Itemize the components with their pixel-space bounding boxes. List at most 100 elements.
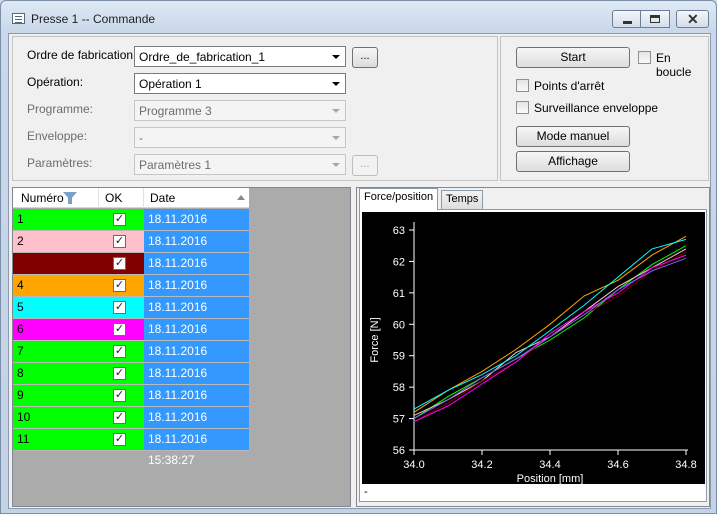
chevron-down-icon: [332, 82, 340, 86]
x-axis-label: Position [mm]: [517, 473, 584, 484]
column-header-ok[interactable]: OK: [99, 188, 144, 208]
start-button[interactable]: Start: [516, 47, 630, 68]
maximize-icon: [650, 15, 660, 23]
title-bar[interactable]: Presse 1 -- Commande ✕: [1, 1, 716, 33]
close-button[interactable]: ✕: [676, 10, 709, 28]
row-ok: ✓: [99, 297, 144, 318]
row-numero: 3: [13, 253, 99, 274]
points-arret-checkbox[interactable]: [516, 79, 529, 92]
parametres-label: Paramètres:: [27, 156, 93, 170]
table-row[interactable]: 8 ✓ 18.11.2016 15:38:11: [13, 363, 249, 401]
enveloppe-combo[interactable]: -: [134, 127, 346, 148]
row-ok-checkbox[interactable]: ✓: [113, 433, 126, 446]
row-ok-checkbox[interactable]: ✓: [113, 301, 126, 314]
ordre-value: Ordre_de_fabrication_1: [139, 50, 266, 64]
series-line-7: [413, 257, 687, 420]
close-icon: ✕: [687, 11, 699, 27]
tab-content: 56 57 58 59 60 61 62 63 34.0 34.2 34.4 34.6 34.8 Posi…: [359, 209, 707, 502]
table-row[interactable]: 7 ✓ 18.11.2016 15:38:06: [13, 341, 249, 379]
row-ok-checkbox[interactable]: ✓: [113, 257, 126, 270]
enveloppe-value: -: [139, 131, 143, 145]
operation-label: Opération:: [27, 75, 84, 89]
column-header-date[interactable]: Date: [144, 188, 249, 208]
client-area: Ordre de fabrication: Ordre_de_fabricati…: [8, 33, 711, 509]
parametres-combo[interactable]: Paramètres 1: [134, 154, 346, 175]
table-row[interactable]: 9 ✓ 18.11.2016 15:38:17: [13, 385, 249, 423]
window-title: Presse 1 -- Commande: [31, 12, 156, 26]
row-date: 18.11.2016 15:33:50: [144, 297, 249, 335]
row-ok: ✓: [99, 209, 144, 230]
table-row[interactable]: 2 ✓ 18.11.2016 15:33:19: [13, 231, 249, 269]
sort-ascending-icon: [237, 195, 245, 200]
force-position-chart: 56 57 58 59 60 61 62 63 34.0 34.2 34.4 34.6 34.8 Posi…: [362, 212, 705, 485]
surveillance-checkbox[interactable]: [516, 101, 529, 114]
tab-temps[interactable]: Temps: [441, 190, 484, 209]
en-boucle-checkbox[interactable]: [638, 51, 651, 64]
row-ok: ✓: [99, 363, 144, 384]
column-header-numero[interactable]: Numéro: [13, 188, 99, 208]
table-row[interactable]: 1 ✓ 18.11.2016 15:33:13: [13, 209, 249, 247]
row-numero: 2: [13, 231, 99, 252]
row-ok: ✓: [99, 275, 144, 296]
operation-value: Opération 1: [139, 77, 202, 91]
y-tick-label: 57: [393, 414, 405, 426]
row-numero: 8: [13, 363, 99, 384]
row-ok: ✓: [99, 319, 144, 340]
chart-panel: Force/position Temps 56 57 58 59 60 61 62 63 34.…: [356, 187, 710, 507]
table-row[interactable]: 6 ✓ 18.11.2016 15:33:55: [13, 319, 249, 357]
ordre-browse-button[interactable]: ...: [352, 47, 378, 68]
row-ok-checkbox[interactable]: ✓: [113, 411, 126, 424]
row-ok-checkbox[interactable]: ✓: [113, 213, 126, 226]
row-ok-checkbox[interactable]: ✓: [113, 279, 126, 292]
operation-combo[interactable]: Opération 1: [134, 73, 346, 94]
y-tick-label: 62: [393, 256, 405, 268]
run-controls-panel: Start En boucle Points d'arrêt Surveilla…: [500, 36, 709, 181]
programme-combo[interactable]: Programme 3: [134, 100, 346, 121]
row-ok: ✓: [99, 385, 144, 406]
maximize-button[interactable]: [641, 10, 670, 28]
series-line-1: [413, 245, 687, 420]
row-ok-checkbox[interactable]: ✓: [113, 367, 126, 380]
row-numero: 9: [13, 385, 99, 406]
table-row[interactable]: 3 ✓ 18.11.2016 15:33:25: [13, 253, 249, 291]
status-text: -: [364, 486, 368, 498]
y-tick-label: 59: [393, 351, 405, 363]
ordre-combo[interactable]: Ordre_de_fabrication_1: [134, 46, 346, 67]
chevron-down-icon: [332, 163, 340, 167]
row-ok: ✓: [99, 253, 144, 274]
row-ok-checkbox[interactable]: ✓: [113, 389, 126, 402]
job-settings-panel: Ordre de fabrication: Ordre_de_fabricati…: [12, 36, 498, 181]
row-numero: 10: [13, 407, 99, 428]
y-tick-label: 56: [393, 445, 405, 457]
row-numero: 1: [13, 209, 99, 230]
row-numero: 5: [13, 297, 99, 318]
row-ok-checkbox[interactable]: ✓: [113, 235, 126, 248]
mode-manuel-button[interactable]: Mode manuel: [516, 126, 630, 147]
row-ok-checkbox[interactable]: ✓: [113, 323, 126, 336]
app-icon: [12, 13, 25, 24]
row-ok-checkbox[interactable]: ✓: [113, 345, 126, 358]
row-numero: 11: [13, 429, 99, 450]
table-row[interactable]: 4 ✓ 18.11.2016 15:33:44: [13, 275, 249, 313]
row-date: 18.11.2016 15:38:27: [144, 429, 249, 467]
affichage-button[interactable]: Affichage: [516, 151, 630, 172]
filter-icon[interactable]: [63, 192, 77, 204]
row-date: 18.11.2016 15:33:44: [144, 275, 249, 313]
programme-label: Programme:: [27, 102, 94, 116]
row-ok: ✓: [99, 407, 144, 428]
row-date: 18.11.2016 15:38:11: [144, 363, 249, 401]
y-axis-label: Force [N]: [369, 317, 381, 362]
tab-force-position[interactable]: Force/position: [359, 188, 439, 210]
row-date: 18.11.2016 15:33:19: [144, 231, 249, 269]
x-tick-label: 34.4: [539, 459, 560, 471]
table-row[interactable]: 10 ✓ 18.11.2016 15:38:22: [13, 407, 249, 445]
chevron-down-icon: [332, 109, 340, 113]
table-row[interactable]: 5 ✓ 18.11.2016 15:33:50: [13, 297, 249, 335]
table-row[interactable]: 11 ✓ 18.11.2016 15:38:27: [13, 429, 249, 467]
series-line-4: [413, 235, 687, 413]
points-arret-label: Points d'arrêt: [534, 79, 605, 93]
row-numero: 7: [13, 341, 99, 362]
programme-value: Programme 3: [139, 104, 212, 118]
minimize-button[interactable]: [612, 10, 641, 28]
parametres-browse-button[interactable]: ...: [352, 155, 378, 176]
